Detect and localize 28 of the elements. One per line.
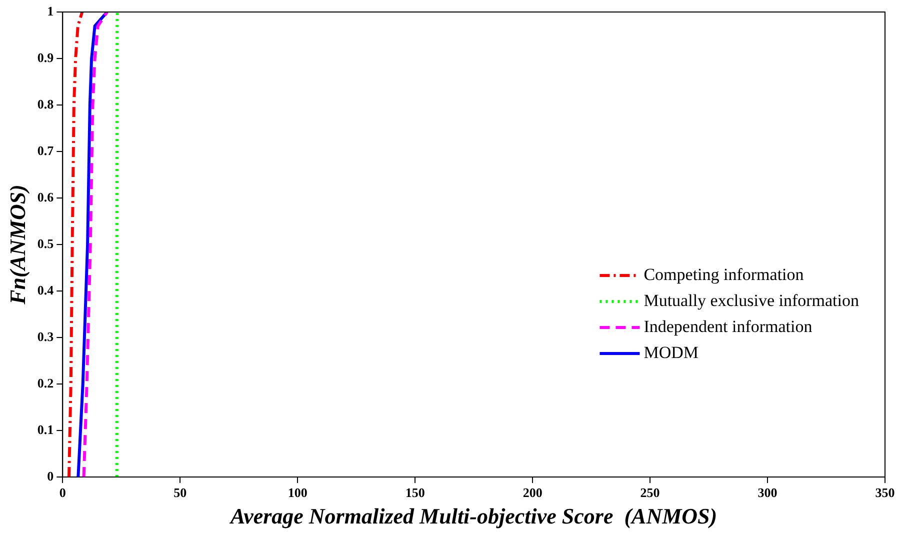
y-tick-label: 0 (47, 468, 54, 484)
line-series (67, 12, 84, 477)
y-tick-label: 0.5 (37, 236, 54, 251)
x-tick-label: 50 (174, 485, 187, 500)
y-tick-label: 0.9 (37, 50, 54, 65)
legend-label: Competing information (644, 264, 804, 284)
legend-label: MODM (644, 342, 699, 362)
x-tick-label: 350 (875, 485, 895, 500)
y-tick-label: 1 (47, 3, 54, 18)
x-tick-label: 100 (288, 485, 308, 500)
y-tick-label: 0.1 (37, 422, 54, 437)
y-tick-label: 0.7 (37, 142, 54, 158)
y-tick-label: 0.2 (37, 375, 54, 390)
y-tick-label: 0.4 (37, 282, 54, 298)
line-series (115, 12, 119, 477)
legend-label: Mutually exclusive information (644, 290, 860, 310)
y-tick-label: 0.3 (37, 328, 54, 344)
x-tick-label: 300 (758, 485, 778, 500)
x-tick-label: 250 (640, 485, 660, 500)
y-tick-label: 0.6 (37, 189, 54, 204)
legend-label: Independent information (644, 316, 813, 336)
x-axis-title: Average Normalized Multi-objective Score (ANMOS) (228, 503, 718, 528)
y-tick-label: 0.8 (37, 96, 54, 112)
x-tick-label: 200 (522, 485, 542, 500)
x-tick-label: 0 (59, 485, 66, 500)
line-series (82, 12, 109, 477)
y-axis-title: Fn(ANMOS) (4, 184, 30, 306)
x-tick-label: 150 (405, 485, 425, 500)
